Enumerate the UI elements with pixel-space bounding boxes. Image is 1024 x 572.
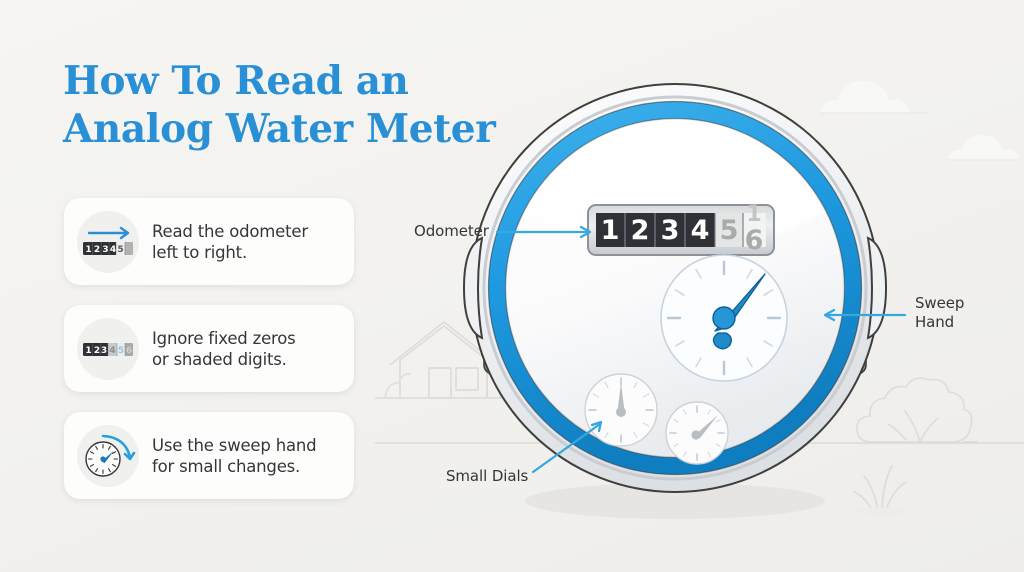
svg-text:1: 1 <box>85 245 91 255</box>
svg-text:1: 1 <box>746 202 761 227</box>
tip-card-use-sweep-hand[interactable]: Use the sweep hand for small changes. <box>64 412 354 499</box>
odometer-shaded-icon: 1 2 3 4 5 6 <box>77 317 139 380</box>
odometer-arrow-icon: 1 2 3 4 5 6 <box>77 210 139 273</box>
tip-card-label: Read the odometer left to right. <box>152 221 308 262</box>
svg-text:6: 6 <box>126 245 132 255</box>
odometer-digit: 4 <box>691 215 710 246</box>
odometer-digit-rolling: 1 6 <box>745 202 764 256</box>
tip-card-label: Use the sweep hand for small changes. <box>152 435 317 476</box>
svg-text:2: 2 <box>94 245 100 255</box>
callout-label-small-dials: Small Dials <box>446 467 529 485</box>
water-meter-illustration: 1 2 3 4 5 1 6 <box>460 78 900 548</box>
cloud-icon <box>820 81 929 114</box>
svg-text:6: 6 <box>126 346 132 356</box>
svg-text:6: 6 <box>745 225 764 256</box>
svg-text:3: 3 <box>102 245 108 255</box>
meter-blue-ring <box>488 101 862 475</box>
svg-text:2: 2 <box>94 346 100 356</box>
grass-shadow <box>857 507 907 515</box>
mini-odometer: 1 2 3 4 5 6 <box>83 241 133 255</box>
callout-label-sweep-hand: Sweep Hand <box>915 294 965 331</box>
meter-bezel <box>482 95 868 481</box>
small-dial-right <box>665 401 729 465</box>
mini-odometer: 1 2 3 4 5 6 <box>83 342 133 356</box>
tip-card-label: Ignore fixed zeros or shaded digits. <box>152 328 296 369</box>
svg-text:3: 3 <box>101 346 107 356</box>
small-dial-needle <box>694 415 718 438</box>
odometer-digit: 3 <box>661 215 680 246</box>
meter-lug-left <box>462 236 484 340</box>
tip-card-ignore-fixed-zeros[interactable]: 1 2 3 4 5 6 Ignore fixe <box>64 305 354 392</box>
meter-lug-right <box>866 236 888 340</box>
sweep-hand-needle <box>712 273 766 350</box>
meter-shadow <box>525 483 825 519</box>
callout-label-odometer: Odometer <box>414 222 489 240</box>
svg-text:5: 5 <box>118 346 124 356</box>
small-dial-left <box>584 373 658 447</box>
odometer-digit: 2 <box>631 215 650 246</box>
tip-card-read-left-to-right[interactable]: 1 2 3 4 5 6 Read the <box>64 198 354 285</box>
odometer-display: 1 2 3 4 5 1 6 <box>587 202 775 256</box>
odometer-digit: 1 <box>601 215 620 246</box>
svg-text:4: 4 <box>110 245 116 255</box>
cloud-icon <box>948 135 1020 161</box>
grass-icon <box>853 465 907 511</box>
bush-icon <box>856 377 973 443</box>
sweep-dial-icon <box>77 424 139 487</box>
page-title: How To Read an Analog Water Meter <box>63 58 496 152</box>
svg-text:5: 5 <box>117 245 123 255</box>
odometer-digit-shaded: 5 <box>720 215 739 246</box>
sweep-hand-dial <box>660 254 788 382</box>
small-dial-needle <box>617 383 625 411</box>
svg-text:1: 1 <box>85 346 91 356</box>
svg-text:4: 4 <box>109 346 115 356</box>
